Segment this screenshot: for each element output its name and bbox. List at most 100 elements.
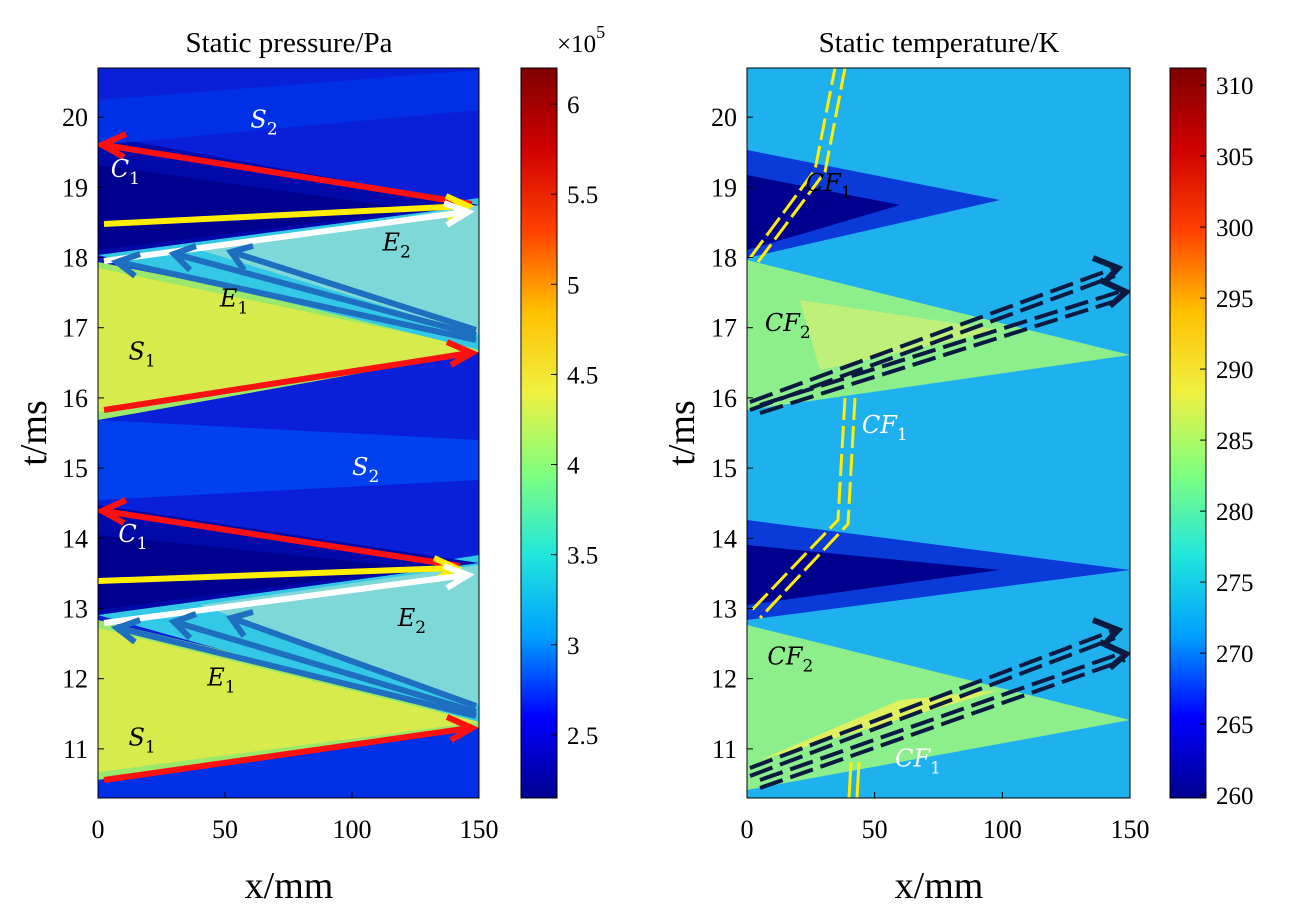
annotation-subscript: 1 [145, 351, 156, 371]
temperature-colorbar-label: 285 [1216, 428, 1254, 455]
annotation-base: S [352, 453, 368, 481]
annotation-subscript: 2 [800, 323, 811, 343]
temperature-colorbar-label: 305 [1216, 144, 1254, 171]
temperature-annotation-label: CF1 [806, 169, 852, 203]
temperature-ytick-label: 14 [711, 524, 737, 553]
pressure-ytick-label: 12 [62, 665, 88, 694]
temperature-ytick-label: 19 [711, 173, 737, 202]
annotation-subscript: 1 [129, 169, 140, 189]
temperature-xlabel: x/mm [895, 865, 984, 907]
pressure-annotation-label: S2 [352, 453, 379, 487]
pressure-xtick-label: 0 [92, 815, 105, 844]
pressure-ytick-label: 13 [62, 594, 88, 623]
temperature-colorbar: 260 265 270 275 280 285 290 295 300 305 310 [1169, 67, 1254, 810]
temperature-title: Static temperature/K [819, 27, 1060, 59]
pressure-annotation-label: E1 [206, 664, 235, 698]
pressure-xtick-label: 50 [212, 815, 238, 844]
pressure-ytick-label: 20 [62, 103, 88, 132]
pressure-colorbar: 2.5 3 3.5 4 4.5 5 5.5 6 [520, 67, 598, 799]
pressure-colorbar-scale [520, 67, 558, 799]
annotation-base: CF [765, 309, 801, 337]
pressure-colorbar-exponent-power: 5 [596, 22, 605, 42]
annotation-base: CF [806, 169, 842, 197]
annotation-subscript: 1 [137, 534, 148, 554]
temperature-colorbar-label: 290 [1216, 357, 1254, 384]
pressure-colorbar-label: 5 [567, 272, 580, 299]
annotation-subscript: 1 [841, 183, 852, 203]
pressure-ylabel: t/ms [13, 400, 55, 465]
temperature-annotation-label: CF2 [765, 309, 811, 343]
annotation-subscript: 1 [930, 758, 941, 778]
annotation-subscript: 2 [802, 657, 813, 677]
annotation-subscript: 1 [897, 425, 908, 445]
temperature-colorbar-scale [1169, 67, 1207, 799]
temperature-ytick-label: 17 [711, 314, 737, 343]
pressure-red-arrow-2 [103, 339, 479, 413]
temperature-cf1-line-top [748, 68, 847, 263]
pressure-xlabel: x/mm [245, 865, 334, 907]
temperature-colorbar-label: 280 [1216, 499, 1254, 526]
annotation-base: C [118, 520, 136, 548]
pressure-annotation-label: E1 [219, 285, 248, 319]
pressure-low-band-core [98, 165, 420, 250]
pressure-mid-band [98, 420, 479, 500]
pressure-colorbar-label: 2.5 [567, 723, 598, 750]
temperature-annotation-label: CF2 [767, 643, 813, 677]
annotation-base: CF [895, 744, 931, 772]
pressure-colorbar-exponent: ×105 [557, 22, 605, 58]
temperature-annotation-label: CF1 [862, 411, 908, 445]
pressure-colorbar-label: 3 [567, 633, 580, 660]
temperature-colorbar-label: 300 [1216, 215, 1254, 242]
temperature-cf2-arrowheads-2 [1091, 617, 1130, 671]
pressure-xtick-label: 100 [333, 815, 372, 844]
temperature-warm-band-1-core [800, 300, 1000, 370]
temperature-colorbar-label: 275 [1216, 570, 1254, 597]
pressure-bottom-band [98, 728, 479, 798]
annotation-subscript: 2 [368, 467, 379, 487]
pressure-title: Static pressure/Pa [186, 27, 393, 59]
temperature-panel: Static temperature/K [661, 27, 1254, 907]
pressure-high-band-lower-core [98, 628, 479, 772]
temperature-ytick-label: 16 [711, 384, 737, 413]
pressure-red-arrow-1 [98, 131, 473, 207]
annotation-base: E [206, 664, 225, 692]
pressure-ytick-label: 15 [62, 454, 88, 483]
temperature-cold-zone-1-core [747, 175, 900, 250]
pressure-annotation-label: S1 [128, 723, 155, 757]
annotation-subscript: 1 [237, 299, 248, 319]
pressure-red-arrow-3 [98, 497, 461, 569]
pressure-high-band-core [98, 268, 479, 412]
pressure-ytick-label: 19 [62, 173, 88, 202]
annotation-base: CF [767, 643, 803, 671]
pressure-annotation-label: E2 [381, 229, 410, 263]
temperature-colorbar-label: 265 [1216, 712, 1254, 739]
temperature-cf2-paths-2 [749, 628, 1126, 790]
pressure-colorbar-label: 6 [567, 92, 580, 119]
pressure-annotation-label: C1 [118, 520, 147, 554]
temperature-ylabel: t/ms [661, 400, 703, 465]
annotation-subscript: 2 [415, 618, 426, 638]
pressure-top-band [98, 70, 479, 145]
temperature-axes-frame [746, 67, 1131, 799]
temperature-annotation-label: CF1 [895, 744, 941, 778]
pressure-colorbar-label: 3.5 [567, 543, 598, 570]
pressure-red-arrow-4 [103, 714, 479, 783]
pressure-ytick-label: 17 [62, 314, 88, 343]
temperature-colorbar-label: 310 [1216, 73, 1254, 100]
pressure-expansion-zone-2 [200, 205, 479, 335]
temperature-xtick-label: 0 [741, 815, 754, 844]
pressure-blue-arrows-1 [110, 243, 477, 343]
annotation-subscript: 1 [225, 678, 236, 698]
temperature-cf1-line-mid [748, 397, 857, 620]
temperature-xtick-label: 50 [862, 815, 888, 844]
temperature-xtick-label: 150 [1111, 815, 1150, 844]
annotation-subscript: 1 [145, 737, 156, 757]
pressure-panel: Static pressure/Pa [13, 22, 605, 907]
pressure-annotation-label: C1 [111, 155, 140, 189]
